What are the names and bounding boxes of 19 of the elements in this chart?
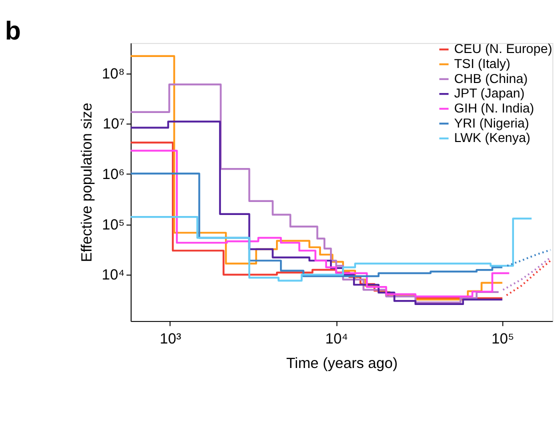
y-tick-label: 10⁴ (102, 268, 125, 284)
y-tick-label: 10⁷ (102, 116, 125, 133)
legend-label: JPT (Japan) (454, 86, 525, 101)
x-tick-label: 10⁴ (325, 332, 348, 348)
y-axis-title: Effective population size (80, 102, 96, 262)
x-tick-label: 10³ (160, 332, 182, 348)
y-tick-label: 10⁸ (102, 66, 125, 82)
legend-label: TSI (Italy) (454, 56, 510, 71)
y-tick-label: 10⁶ (102, 167, 125, 184)
x-axis-title: Time (years ago) (286, 356, 398, 372)
legend-label: YRI (Nigeria) (454, 115, 530, 130)
legend-label: LWK (Kenya) (454, 130, 530, 146)
x-tick-label: 10⁵ (491, 332, 514, 348)
legend-label: CEU (N. Europe) (454, 41, 552, 56)
legend-label: GIH (N. India) (454, 100, 534, 116)
line-series (502, 256, 552, 291)
chart-title: b (4, 17, 21, 46)
y-tick-label: 10⁵ (102, 217, 125, 234)
legend-label: CHB (China) (454, 70, 528, 86)
